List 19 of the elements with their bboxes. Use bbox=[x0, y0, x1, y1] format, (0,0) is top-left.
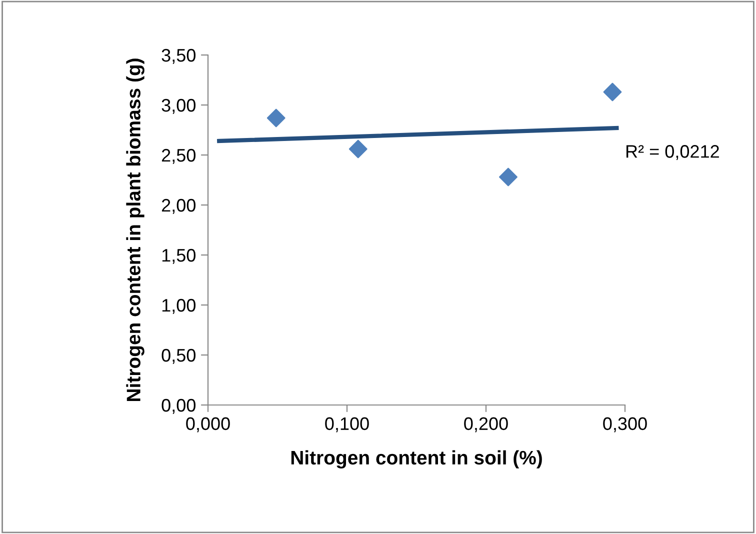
x-tick-label: 0,000 bbox=[186, 417, 230, 432]
y-tick-label: 0,50 bbox=[162, 348, 196, 364]
x-tick-label: 0,200 bbox=[464, 417, 508, 432]
x-tick-label: 0,100 bbox=[325, 417, 369, 432]
point bbox=[603, 82, 622, 102]
y-tick-label: 1,00 bbox=[162, 298, 196, 314]
point bbox=[348, 140, 368, 158]
point bbox=[499, 168, 518, 186]
y-tick-label: 3,00 bbox=[162, 98, 196, 114]
text: R² = 0,0212 bbox=[626, 145, 719, 160]
y-axis-title: Nitrogen content in plant biomass (g) bbox=[126, 58, 144, 401]
y-tick-label: 3,50 bbox=[162, 48, 196, 64]
x-axis-title: Nitrogen content in soil (%) bbox=[291, 450, 542, 469]
x-tick-label: 0,300 bbox=[603, 417, 647, 432]
y-tick-label: 2,50 bbox=[162, 148, 196, 164]
y-tick-label: 1,50 bbox=[162, 248, 196, 264]
point bbox=[266, 108, 286, 128]
y-tick-label: 0,00 bbox=[162, 398, 196, 414]
y-tick-label: 2,00 bbox=[162, 198, 196, 214]
